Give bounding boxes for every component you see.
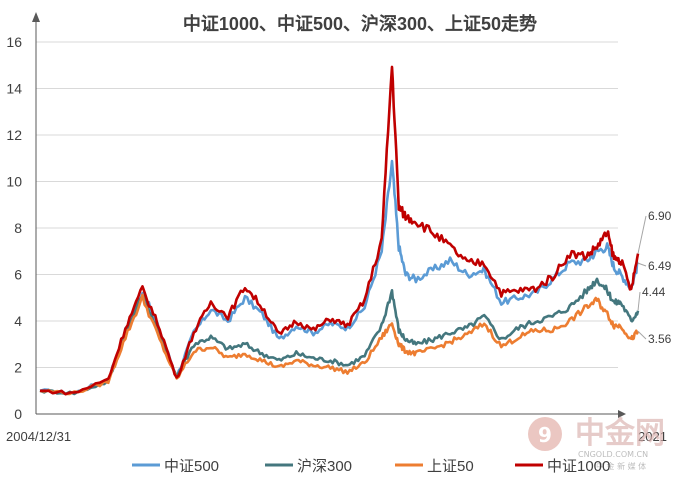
legend-label: 中证500 [164, 458, 219, 475]
y-tick-label: 16 [6, 34, 22, 50]
y-tick-label: 14 [6, 81, 22, 97]
end-label-leader [637, 291, 641, 311]
y-tick-label: 10 [6, 174, 22, 190]
legend: 中证500 沪深300 上证50 中证1000 [132, 458, 610, 475]
series-lines [39, 65, 640, 396]
y-axis: 0 2 4 6 8 10 12 14 16 [6, 34, 22, 422]
end-label: 4.44 [642, 285, 666, 299]
end-label-leader [637, 262, 647, 267]
series-line-1 [39, 277, 640, 396]
y-axis-arrow-icon [32, 12, 40, 22]
legend-label: 上证50 [427, 458, 474, 475]
end-label: 6.90 [648, 209, 672, 223]
y-tick-label: 0 [14, 406, 22, 422]
watermark-brand: 中金网 [575, 416, 665, 451]
watermark-logo-glyph: 9 [538, 423, 552, 447]
end-label: 6.49 [648, 259, 672, 273]
end-label-leader [637, 330, 647, 340]
end-labels: 6.90 6.49 4.44 3.56 [637, 209, 672, 346]
watermark: 9 中金网 CNGOLD.COM.CN 中 金 新 媒 体 [528, 416, 665, 471]
x-axis-arrow-icon [618, 410, 626, 418]
legend-label: 沪深300 [297, 458, 352, 475]
y-tick-label: 4 [14, 313, 22, 329]
series-line-3 [39, 65, 640, 396]
watermark-logo-icon [528, 417, 562, 451]
x-end-label: 2021 [638, 429, 667, 444]
chart-title: 中证1000、中证500、沪深300、上证50走势 [183, 13, 537, 34]
x-start-label: 2004/12/31 [6, 429, 71, 444]
y-tick-label: 8 [14, 220, 22, 236]
end-label-leader [637, 215, 647, 254]
y-tick-label: 2 [14, 360, 22, 376]
series-line-2 [39, 293, 640, 396]
watermark-tagline: 中 金 新 媒 体 [596, 461, 646, 471]
watermark-domain: CNGOLD.COM.CN [578, 450, 648, 459]
y-tick-label: 6 [14, 267, 22, 283]
legend-label: 中证1000 [547, 458, 610, 475]
y-tick-label: 12 [6, 127, 22, 143]
end-label: 3.56 [648, 332, 672, 346]
